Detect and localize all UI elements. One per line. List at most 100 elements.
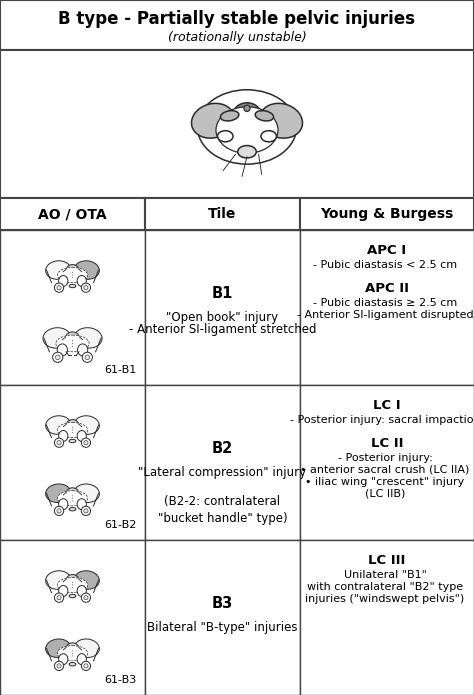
Text: 61-B2: 61-B2 <box>105 520 137 530</box>
Text: with contralateral "B2" type: with contralateral "B2" type <box>307 582 463 592</box>
Text: (rotationally unstable): (rotationally unstable) <box>168 31 306 44</box>
Circle shape <box>72 277 73 278</box>
Circle shape <box>55 438 64 448</box>
Text: B2: B2 <box>212 441 233 456</box>
Circle shape <box>72 655 73 657</box>
Circle shape <box>72 430 73 431</box>
Ellipse shape <box>43 328 71 348</box>
Bar <box>0 50 474 198</box>
Ellipse shape <box>78 344 88 356</box>
Ellipse shape <box>69 594 76 598</box>
Bar <box>0 540 145 695</box>
Circle shape <box>72 432 73 433</box>
Bar <box>145 385 300 540</box>
Circle shape <box>57 286 61 290</box>
Ellipse shape <box>59 275 68 286</box>
Text: "Open book" injury: "Open book" injury <box>166 311 279 324</box>
Text: • anterior sacral crush (LC IIA): • anterior sacral crush (LC IIA) <box>301 465 470 475</box>
Ellipse shape <box>218 131 233 142</box>
Circle shape <box>57 664 61 668</box>
Circle shape <box>82 661 91 671</box>
Circle shape <box>84 441 88 445</box>
Bar <box>300 230 474 385</box>
Ellipse shape <box>66 265 79 275</box>
Text: B3: B3 <box>212 596 233 611</box>
Ellipse shape <box>74 416 100 434</box>
Text: (B2-2: contralateral
"bucket handle" type): (B2-2: contralateral "bucket handle" typ… <box>158 478 287 525</box>
Ellipse shape <box>66 575 79 585</box>
Circle shape <box>82 283 91 293</box>
Circle shape <box>57 509 61 513</box>
Bar <box>300 385 474 540</box>
Ellipse shape <box>77 654 86 664</box>
Text: (LC IIB): (LC IIB) <box>365 489 405 499</box>
Text: - Posterior injury: sacral impaction: - Posterior injury: sacral impaction <box>290 415 474 425</box>
Bar <box>145 540 300 695</box>
Ellipse shape <box>77 275 86 286</box>
Circle shape <box>72 275 73 276</box>
Text: LC III: LC III <box>368 554 406 567</box>
Text: 61-B1: 61-B1 <box>105 365 137 375</box>
Circle shape <box>72 587 73 588</box>
Text: APC II: APC II <box>365 282 409 295</box>
Ellipse shape <box>74 484 100 502</box>
Bar <box>0 385 145 540</box>
Circle shape <box>55 593 64 603</box>
Text: 61-B3: 61-B3 <box>105 675 137 685</box>
Ellipse shape <box>220 111 239 121</box>
Ellipse shape <box>46 639 71 657</box>
Circle shape <box>82 438 91 448</box>
Bar <box>0 198 145 230</box>
Text: Tile: Tile <box>208 207 237 221</box>
Text: "Lateral compression" injury: "Lateral compression" injury <box>138 466 307 479</box>
Ellipse shape <box>57 491 88 506</box>
Circle shape <box>84 509 88 513</box>
Circle shape <box>55 661 64 671</box>
Ellipse shape <box>74 328 102 348</box>
Circle shape <box>85 355 90 359</box>
Circle shape <box>53 352 63 362</box>
Text: - Pubic diastasis < 2.5 cm: - Pubic diastasis < 2.5 cm <box>313 260 457 270</box>
Ellipse shape <box>57 646 88 661</box>
Ellipse shape <box>191 104 234 138</box>
Circle shape <box>72 653 73 654</box>
Ellipse shape <box>57 344 67 356</box>
Ellipse shape <box>69 439 76 443</box>
Ellipse shape <box>46 571 71 589</box>
Text: injuries ("windswept pelvis"): injuries ("windswept pelvis") <box>305 594 465 604</box>
Ellipse shape <box>66 420 79 430</box>
Ellipse shape <box>261 131 276 142</box>
Bar <box>0 0 474 50</box>
Ellipse shape <box>59 430 68 441</box>
Text: LC I: LC I <box>373 399 401 412</box>
Circle shape <box>84 596 88 600</box>
Text: B type - Partially stable pelvic injuries: B type - Partially stable pelvic injurie… <box>58 10 416 28</box>
Text: - Anterior SI-ligament stretched: - Anterior SI-ligament stretched <box>129 323 316 336</box>
Circle shape <box>244 105 250 111</box>
Ellipse shape <box>255 111 273 121</box>
Ellipse shape <box>46 416 71 434</box>
Ellipse shape <box>65 332 80 344</box>
Ellipse shape <box>237 145 256 158</box>
Circle shape <box>72 498 73 499</box>
Bar <box>145 230 300 385</box>
Ellipse shape <box>57 423 88 438</box>
Text: - Anterior SI-ligament disrupted: - Anterior SI-ligament disrupted <box>297 310 474 320</box>
Text: APC I: APC I <box>367 244 407 257</box>
Circle shape <box>82 506 91 516</box>
Circle shape <box>84 286 88 290</box>
Circle shape <box>57 596 61 600</box>
Ellipse shape <box>69 662 76 666</box>
Text: - Pubic diastasis ≥ 2.5 cm: - Pubic diastasis ≥ 2.5 cm <box>313 298 457 308</box>
Ellipse shape <box>59 654 68 664</box>
Circle shape <box>72 500 73 501</box>
Ellipse shape <box>197 90 297 164</box>
Ellipse shape <box>77 499 86 509</box>
Ellipse shape <box>74 261 100 279</box>
Circle shape <box>72 427 73 428</box>
Ellipse shape <box>59 585 68 596</box>
Text: Bilateral "B-type" injuries: Bilateral "B-type" injuries <box>147 621 298 634</box>
Ellipse shape <box>46 484 71 502</box>
Circle shape <box>82 593 91 603</box>
Ellipse shape <box>69 507 76 511</box>
